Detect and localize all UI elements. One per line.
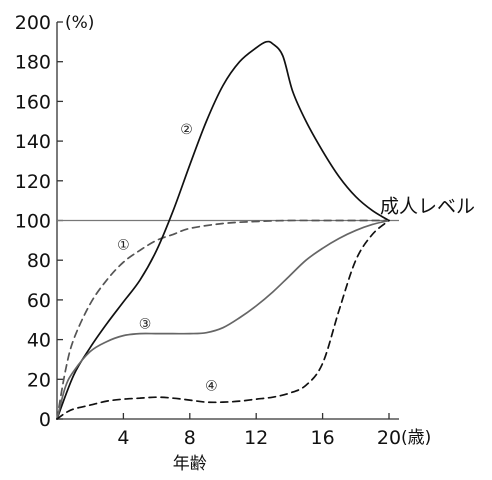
x-tick-label: 12 (244, 427, 268, 449)
reference-line-label: 成人レベル (380, 196, 475, 218)
y-axis-unit: (%) (65, 13, 94, 33)
labels-group: ① ② ③ ④ (117, 122, 218, 394)
axes: 0 20 40 60 80 100 120 140 160 180 200 4 8 12 16 20 (%) (歳… (15, 12, 432, 474)
y-tick-label: 60 (27, 290, 51, 312)
y-tick-label: 120 (15, 171, 51, 193)
series-line-4 (56, 219, 390, 420)
y-tick-label: 80 (27, 250, 51, 272)
y-tick-label: 140 (15, 131, 51, 153)
x-tick-label: 8 (184, 427, 196, 449)
y-tick-label: 180 (15, 52, 51, 74)
y-tick-label: 160 (15, 91, 51, 113)
x-axis-label: 年齢 (173, 454, 207, 474)
series-label-1: ① (117, 237, 130, 253)
y-tick-label: 100 (15, 211, 51, 233)
series-line-2 (56, 40, 390, 420)
series-line-3 (56, 219, 390, 420)
series-line-1 (56, 219, 390, 420)
series-label-3: ③ (139, 317, 152, 333)
series-label-4: ④ (205, 378, 218, 394)
x-tick-label: 20 (377, 427, 401, 449)
reference-line-group: 成人レベル (57, 196, 475, 222)
x-tick-label: 16 (311, 427, 335, 449)
y-tick-label: 0 (39, 409, 51, 431)
series-label-2: ② (180, 122, 193, 138)
y-tick-label: 200 (15, 12, 51, 34)
x-axis-unit: (歳) (401, 428, 431, 448)
x-tick-label: 4 (117, 427, 129, 449)
y-tick-label: 40 (27, 330, 51, 352)
y-tick-label: 20 (27, 369, 51, 391)
series-group (56, 40, 390, 420)
